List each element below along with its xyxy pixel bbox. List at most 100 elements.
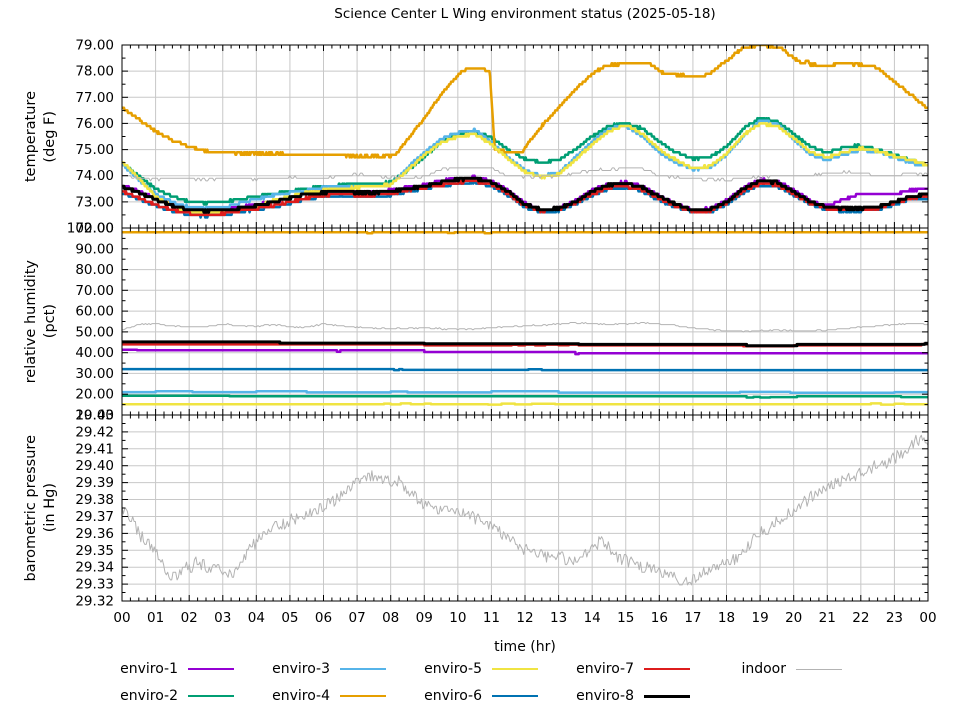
- svg-text:77.00: 77.00: [75, 90, 114, 106]
- svg-text:90.00: 90.00: [75, 241, 114, 257]
- series-enviro-3-panel1: [122, 390, 928, 395]
- legend-item-enviro-1: enviro-1: [118, 659, 234, 679]
- svg-text:18: 18: [718, 610, 735, 626]
- svg-text:01: 01: [147, 610, 164, 626]
- panel-grid-2: [122, 415, 928, 601]
- legend-item-enviro-6: enviro-6: [422, 686, 538, 706]
- svg-text:29.34: 29.34: [75, 560, 114, 576]
- svg-text:100.00: 100.00: [67, 221, 114, 237]
- legend-label-enviro-2: enviro-2: [120, 688, 178, 704]
- svg-text:29.39: 29.39: [75, 475, 114, 491]
- svg-text:29.32: 29.32: [75, 594, 114, 610]
- panel-ytick-labels-2: 29.3229.3329.3429.3529.3629.3729.3829.39…: [75, 408, 114, 610]
- legend-item-enviro-2: enviro-2: [118, 686, 234, 706]
- legend-line-swatch-enviro-1: [188, 667, 234, 671]
- svg-text:80.00: 80.00: [75, 262, 114, 278]
- series-enviro-8-panel1: [122, 340, 928, 348]
- series-enviro-2-panel1: [122, 394, 928, 399]
- svg-text:29.37: 29.37: [75, 509, 114, 525]
- svg-text:75.00: 75.00: [75, 142, 114, 158]
- legend-line-swatch-enviro-6: [492, 694, 538, 698]
- series-enviro-4-panel0: [122, 45, 928, 159]
- svg-text:79.00: 79.00: [75, 38, 114, 54]
- x-axis-label: time (hr): [494, 639, 556, 655]
- svg-text:72.00: 72.00: [75, 221, 114, 237]
- svg-text:29.43: 29.43: [75, 408, 114, 424]
- legend-line-swatch-enviro-5: [492, 667, 538, 671]
- x-tick-labels: 00 01 02 03 04 05 06 07 08 09 10 11 12 13 14 15 16 17 18 19…: [113, 610, 936, 626]
- legend-line-swatch-enviro-3: [340, 667, 386, 671]
- series-enviro-5-panel1: [122, 402, 928, 406]
- svg-text:19: 19: [751, 610, 768, 626]
- legend-line-swatch-enviro-8: [644, 694, 690, 698]
- svg-text:29.38: 29.38: [75, 492, 114, 508]
- svg-text:29.42: 29.42: [75, 424, 114, 440]
- legend-label-enviro-1: enviro-1: [120, 661, 178, 677]
- legend-line-swatch-enviro-7: [644, 667, 690, 671]
- svg-text:12: 12: [516, 610, 533, 626]
- svg-text:22: 22: [852, 610, 869, 626]
- svg-text:06: 06: [315, 610, 332, 626]
- series-enviro-2-panel0: [122, 116, 928, 206]
- series-enviro-8-panel0: [122, 176, 928, 214]
- legend-label-indoor: indoor: [741, 661, 786, 677]
- svg-text:60.00: 60.00: [75, 304, 114, 320]
- svg-text:04: 04: [248, 610, 265, 626]
- legend-label-enviro-6: enviro-6: [424, 688, 482, 704]
- svg-text:21: 21: [819, 610, 836, 626]
- svg-text:74.00: 74.00: [75, 168, 114, 184]
- panel-ytick-labels-0: 72.00 73.00 74.00 75.00 76.00 77.00 78.00 79.00: [75, 38, 114, 237]
- series-indoor-panel2: [122, 434, 928, 586]
- svg-text:05: 05: [281, 610, 298, 626]
- svg-text:00: 00: [113, 610, 130, 626]
- svg-text:29.40: 29.40: [75, 458, 114, 474]
- svg-text:10.00: 10.00: [75, 408, 114, 424]
- svg-text:20.00: 20.00: [75, 387, 114, 403]
- legend-item-enviro-8: enviro-8: [574, 686, 690, 706]
- panel-series-2: [122, 434, 928, 586]
- svg-text:03: 03: [214, 610, 231, 626]
- legend-item-enviro-3: enviro-3: [270, 659, 386, 679]
- series-enviro-6-panel1: [122, 367, 928, 372]
- panel-series-1: [122, 230, 928, 406]
- legend-label-enviro-3: enviro-3: [272, 661, 330, 677]
- legend-line-swatch-enviro-4: [340, 694, 386, 698]
- legend-item-enviro-4: enviro-4: [270, 686, 386, 706]
- panel-series-0: [122, 45, 928, 219]
- panel-grid-1: [122, 228, 928, 415]
- legend-item-indoor: indoor: [726, 659, 842, 679]
- svg-text:15: 15: [617, 610, 634, 626]
- svg-text:29.35: 29.35: [75, 543, 114, 559]
- panel-ytick-labels-1: 10.00 20.00 30.00 40.00 50.00 60.00 70.00 80.00…: [67, 221, 114, 424]
- svg-text:11: 11: [483, 610, 500, 626]
- legend-label-enviro-5: enviro-5: [424, 661, 482, 677]
- svg-text:09: 09: [416, 610, 433, 626]
- chart-legend: enviro-1 enviro-3 enviro-5 enviro-7 indoor en…: [0, 659, 960, 706]
- series-indoor-panel1: [122, 322, 928, 333]
- svg-text:40.00: 40.00: [75, 345, 114, 361]
- legend-label-enviro-4: enviro-4: [272, 688, 330, 704]
- svg-text:13: 13: [550, 610, 567, 626]
- svg-text:29.41: 29.41: [75, 441, 114, 457]
- legend-grid: enviro-1 enviro-3 enviro-5 enviro-7 indoor en…: [118, 659, 842, 706]
- svg-text:50.00: 50.00: [75, 324, 114, 340]
- svg-text:78.00: 78.00: [75, 64, 114, 80]
- svg-text:17: 17: [684, 610, 701, 626]
- legend-line-swatch-indoor: [796, 668, 842, 670]
- legend-label-enviro-8: enviro-8: [576, 688, 634, 704]
- svg-text:08: 08: [382, 610, 399, 626]
- svg-text:20: 20: [785, 610, 802, 626]
- svg-text:00: 00: [919, 610, 936, 626]
- legend-item-enviro-7: enviro-7: [574, 659, 690, 679]
- series-indoor-panel0: [122, 167, 928, 182]
- legend-item-enviro-5: enviro-5: [422, 659, 538, 679]
- svg-text:14: 14: [584, 610, 601, 626]
- legend-label-enviro-7: enviro-7: [576, 661, 634, 677]
- svg-text:02: 02: [181, 610, 198, 626]
- svg-text:29.36: 29.36: [75, 526, 114, 542]
- panel-frame-2: [121, 414, 929, 602]
- series-enviro-1-panel1: [122, 348, 928, 356]
- svg-text:76.00: 76.00: [75, 116, 114, 132]
- legend-line-swatch-enviro-2: [188, 694, 234, 698]
